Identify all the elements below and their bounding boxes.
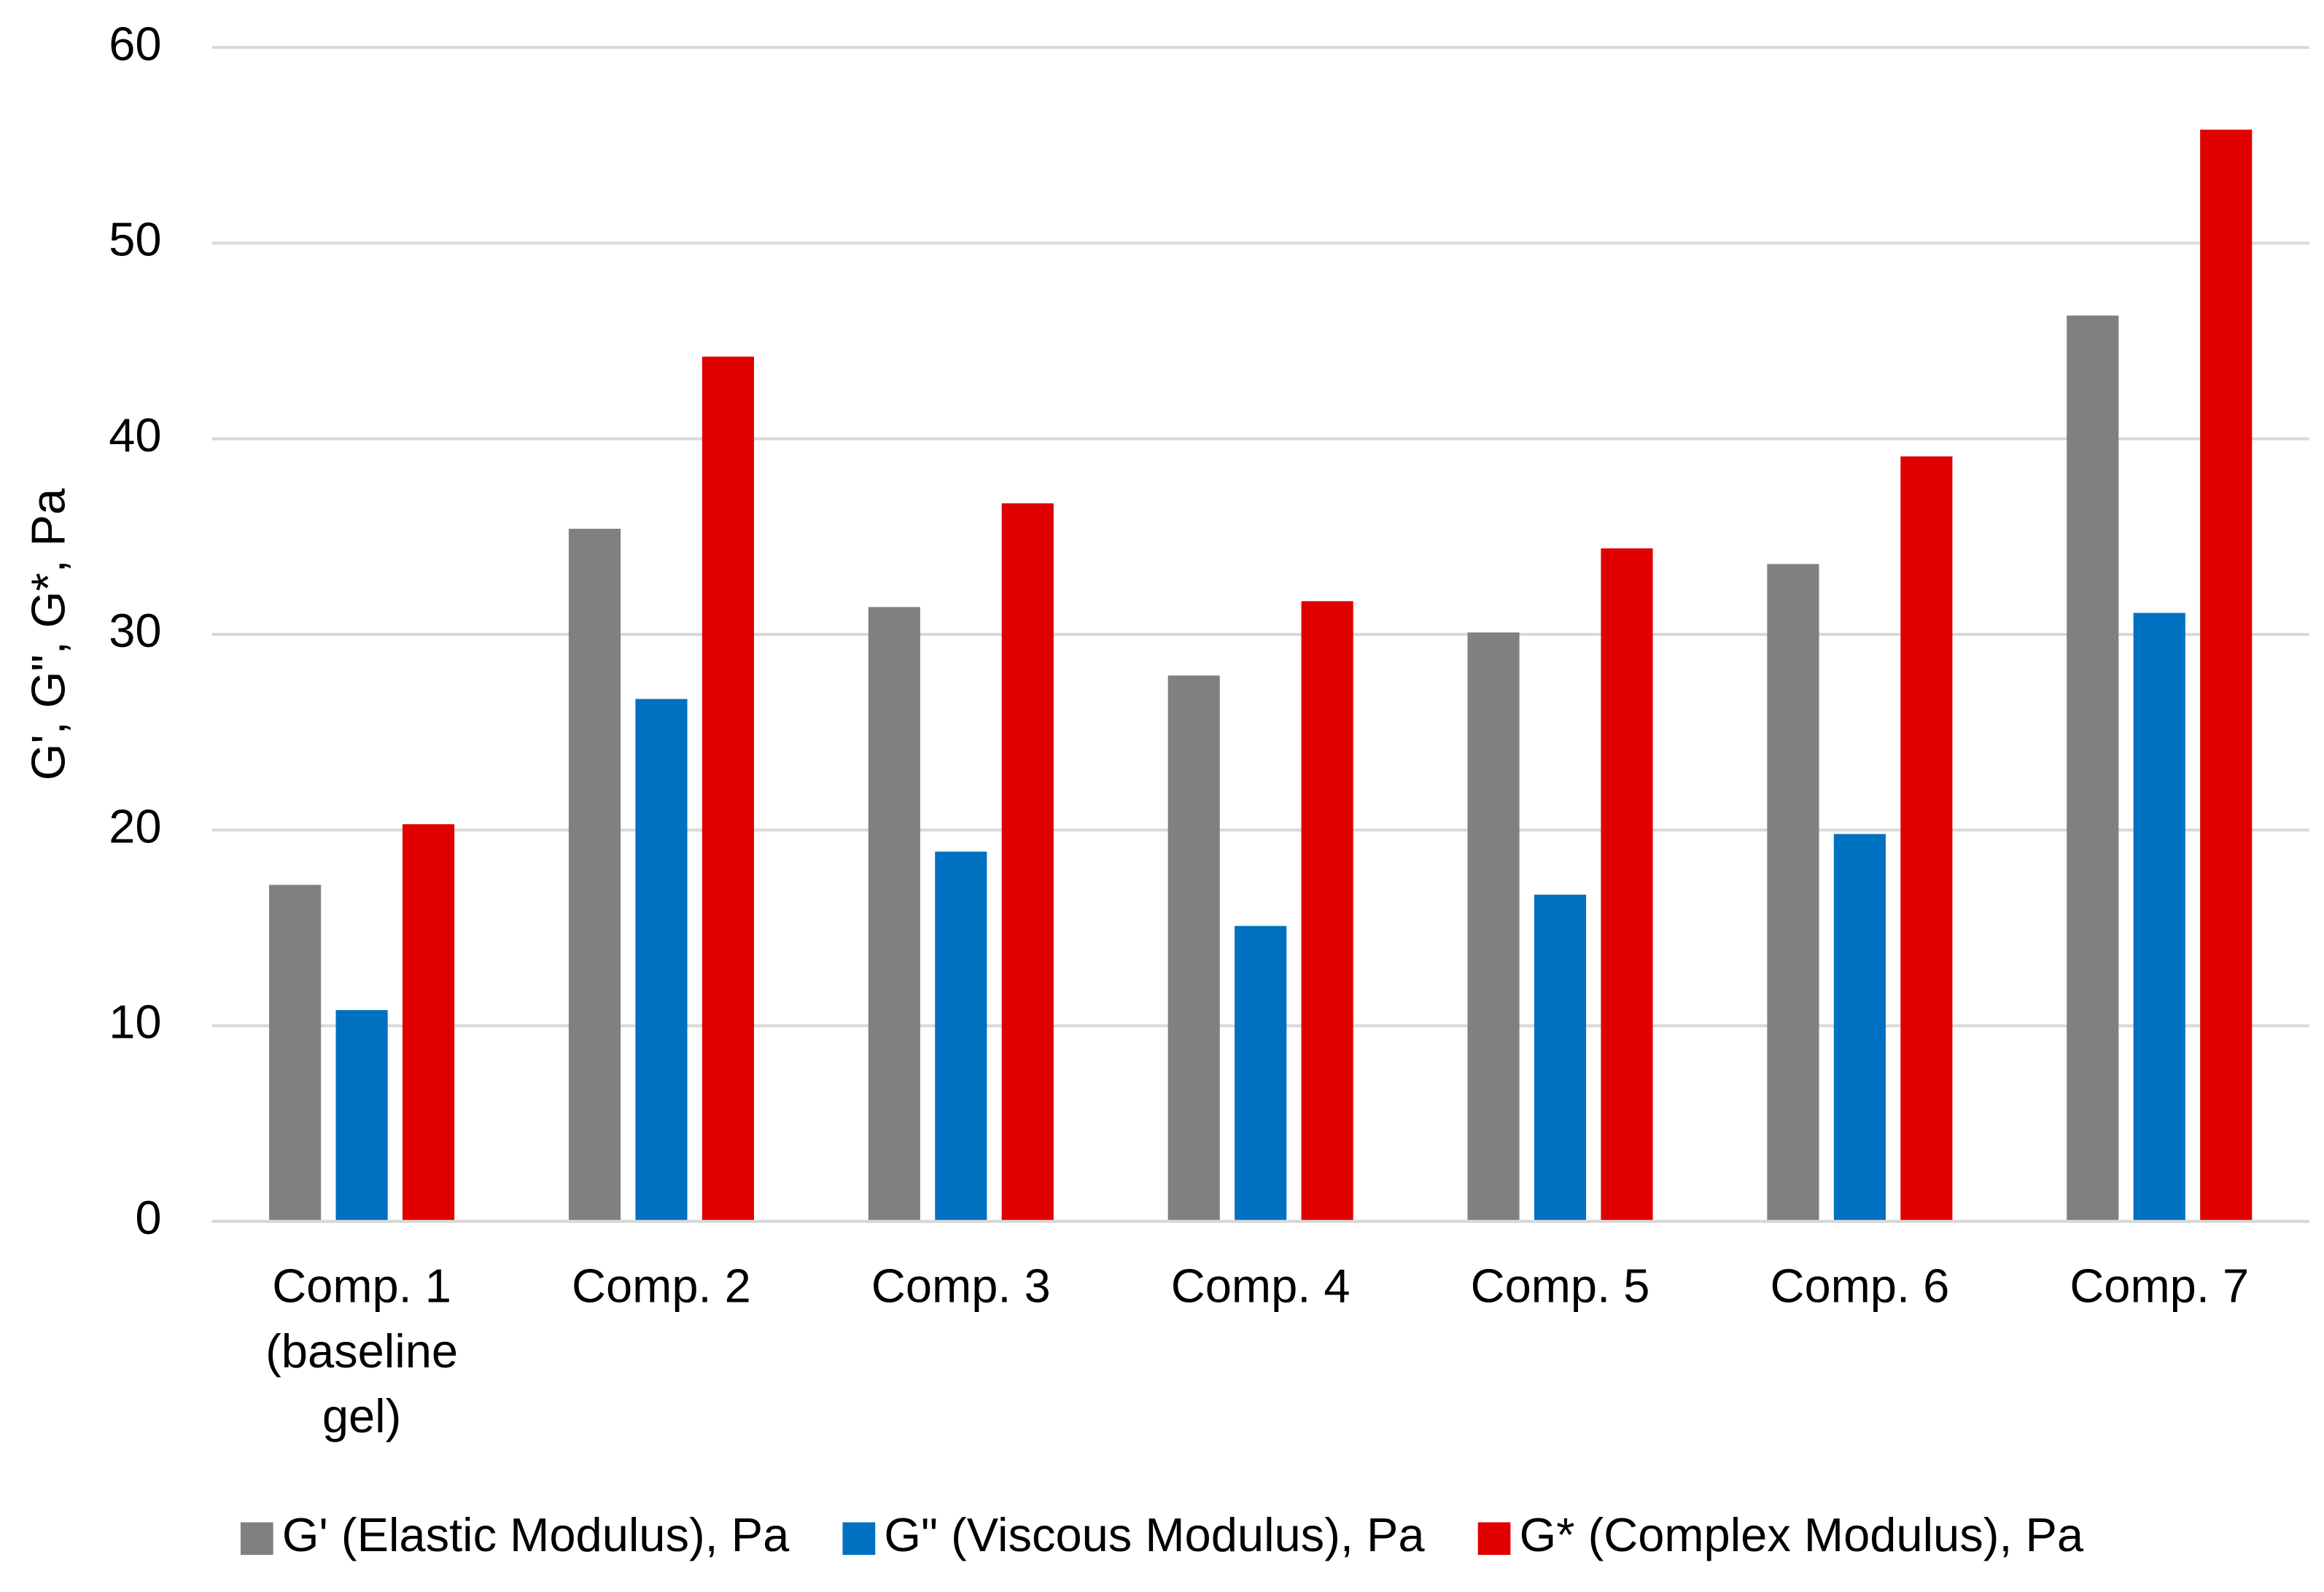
bar xyxy=(868,607,920,1222)
x-tick-label: Comp. 2 xyxy=(572,1259,751,1313)
y-tick-label: 60 xyxy=(109,17,161,70)
bar xyxy=(2133,613,2185,1222)
bar xyxy=(1001,503,1054,1222)
legend: G' (Elastic Modulus), Pa G" (Viscous Modu… xyxy=(240,1508,2084,1561)
x-tick-label: Comp. 7 xyxy=(2070,1259,2249,1313)
bar xyxy=(1767,564,1819,1222)
bar xyxy=(1235,925,1287,1222)
bar xyxy=(1167,675,1220,1222)
y-tick-label: 10 xyxy=(109,995,161,1049)
legend-label: G" (Viscous Modulus), Pa xyxy=(884,1508,1425,1561)
legend-swatch xyxy=(842,1522,876,1556)
bar xyxy=(1467,632,1520,1222)
bar xyxy=(2200,129,2253,1222)
bar xyxy=(568,529,621,1222)
bar xyxy=(335,1010,388,1222)
bar xyxy=(1301,601,1353,1222)
y-tick-label: 30 xyxy=(109,604,161,657)
legend-swatch xyxy=(1477,1522,1511,1556)
x-tick-label: Comp. 4 xyxy=(1171,1259,1351,1313)
bar xyxy=(269,885,322,1222)
y-tick-label: 20 xyxy=(109,799,161,853)
x-tick-label: Comp. 6 xyxy=(1770,1259,1949,1313)
bar xyxy=(2067,315,2119,1222)
x-tick-label: Comp. 3 xyxy=(871,1259,1051,1313)
bar xyxy=(635,699,688,1222)
bar xyxy=(1833,834,1886,1222)
bar xyxy=(1534,894,1587,1222)
legend-label: G* (Complex Modulus), Pa xyxy=(1520,1508,2084,1561)
y-axis-title: G', G", G*, Pa xyxy=(21,488,74,780)
bar xyxy=(1900,456,1953,1222)
bar xyxy=(935,851,987,1222)
legend-label: G' (Elastic Modulus), Pa xyxy=(282,1508,790,1561)
x-tick-label: Comp. 5 xyxy=(1471,1259,1650,1313)
y-tick-label: 40 xyxy=(109,408,161,462)
y-tick-label: 0 xyxy=(135,1191,161,1244)
bar xyxy=(1601,548,1653,1222)
legend-swatch xyxy=(240,1522,273,1556)
bar xyxy=(402,824,455,1222)
x-tick-label: Comp. 1 (baseline gel) xyxy=(265,1259,458,1443)
bar xyxy=(702,356,754,1222)
y-tick-label: 50 xyxy=(109,213,161,266)
